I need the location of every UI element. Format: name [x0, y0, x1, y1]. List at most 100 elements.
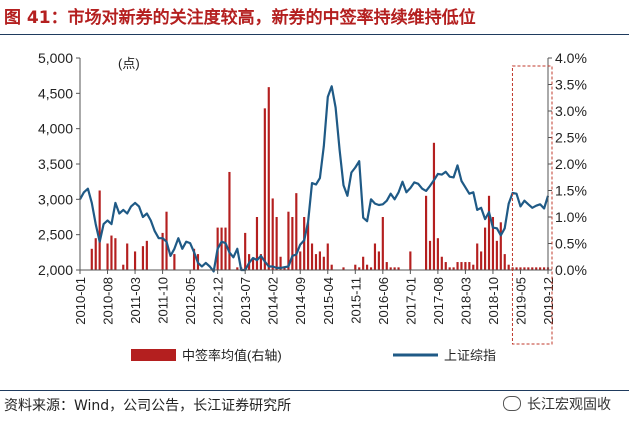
bar-2011-06 — [145, 240, 148, 270]
bar-2016-05 — [377, 251, 380, 270]
right-tick-label: 2.5% — [555, 130, 587, 146]
bar-2019-10 — [539, 267, 542, 270]
x-tick-label: 2011-10 — [156, 277, 171, 324]
bar-2010-12 — [122, 264, 125, 270]
bar-2014-03 — [275, 217, 278, 270]
bar-2019-09 — [535, 267, 538, 270]
bar-2011-03 — [133, 251, 137, 270]
bar-2013-12 — [263, 108, 266, 270]
bar-2014-05 — [283, 267, 286, 270]
x-tick-label: 2014-02 — [266, 277, 281, 325]
plot-area — [80, 58, 548, 270]
bar-2015-08 — [342, 267, 345, 270]
x-tick-label: 2011-03 — [128, 277, 143, 324]
x-tick-label: 2012-12 — [211, 277, 226, 325]
right-tick-label: 0.0% — [555, 262, 587, 278]
right-tick-label: 3.0% — [555, 103, 587, 119]
bar-2018-12 — [499, 222, 502, 270]
right-tick-label: 2.0% — [555, 156, 587, 172]
bar-2014-02 — [271, 198, 274, 270]
bar-2015-05 — [330, 264, 333, 270]
bar-2014-11 — [307, 222, 310, 270]
bar-2016-06 — [381, 217, 384, 270]
bar-2017-05 — [425, 195, 428, 270]
x-tick-label: 2013-07 — [238, 277, 253, 325]
figure-title: 图 41：市场对新券的关注度较高，新券的中签率持续维持低位 — [4, 8, 476, 28]
legend: 中签率均值(右轴) 上证综指 — [131, 348, 496, 363]
bar-2015-12 — [358, 267, 361, 270]
bar-2018-11 — [495, 240, 498, 270]
x-tick-label: 2010-01 — [73, 277, 88, 325]
bar-2016-09 — [393, 267, 396, 270]
title-divider — [0, 34, 629, 35]
bar-2013-03 — [228, 171, 231, 270]
left-axis-unit: (点) — [118, 56, 140, 71]
bar-2018-04 — [468, 262, 471, 270]
bar-2014-04 — [279, 256, 282, 270]
bar-2019-05 — [519, 267, 522, 270]
bar-2016-02 — [366, 264, 369, 270]
watermark-text: 长江宏观固收 — [527, 397, 611, 413]
bar-2010-04 — [90, 248, 93, 270]
x-tick-label: 2015-04 — [321, 277, 336, 325]
right-tick-label: 3.5% — [555, 77, 587, 93]
bar-2012-06 — [192, 248, 196, 270]
bar-2018-09 — [487, 195, 491, 270]
bar-2018-08 — [483, 227, 487, 270]
bar-2010-10 — [114, 238, 117, 270]
x-tick-label: 2018-03 — [458, 277, 473, 325]
bar-2011-05 — [141, 246, 145, 270]
x-tick-label: 2019-12 — [541, 277, 556, 325]
left-tick-label: 3,000 — [38, 191, 73, 207]
bar-2017-08 — [436, 238, 439, 270]
bar-2013-11 — [259, 254, 262, 270]
bar-2013-10 — [255, 217, 259, 270]
bar-2016-04 — [373, 243, 377, 270]
bar-2015-04 — [326, 243, 329, 270]
x-tick-label: 2010-08 — [101, 277, 116, 325]
bar-2014-07 — [291, 217, 294, 270]
bar-2019-02 — [507, 264, 510, 270]
x-tick-label: 2017-08 — [431, 277, 446, 325]
bar-2014-10 — [303, 217, 306, 270]
bar-2018-02 — [460, 262, 463, 270]
bar-2019-01 — [503, 254, 506, 270]
bar-2018-07 — [480, 251, 483, 270]
bar-2019-11 — [542, 267, 546, 270]
bar-2017-09 — [440, 256, 443, 270]
right-tick-label: 1.5% — [555, 183, 587, 199]
bar-2019-08 — [531, 267, 534, 270]
x-tick-label: 2012-05 — [183, 277, 198, 325]
x-tick-label: 2015-11 — [348, 277, 363, 324]
left-tick-label: 4,500 — [38, 85, 73, 101]
bar-2018-06 — [476, 243, 479, 270]
left-tick-label: 4,000 — [38, 121, 73, 137]
left-tick-label: 2,000 — [38, 262, 73, 278]
bar-2018-03 — [464, 262, 467, 270]
legend-bar-swatch — [131, 349, 176, 361]
bar-2019-06 — [523, 267, 526, 270]
bar-2017-07 — [432, 142, 436, 270]
bar-2017-01 — [409, 251, 412, 270]
bar-2018-01 — [456, 262, 459, 270]
bar-2010-08 — [106, 243, 109, 270]
x-tick-label: 2016-06 — [376, 277, 391, 325]
bar-2014-06 — [287, 211, 290, 270]
left-tick-label: 3,500 — [38, 156, 73, 172]
axes: 2,000 2,500 3,000 3,500 4,000 4,500 5,000 0.0% 0… — [38, 50, 587, 325]
wechat-icon — [503, 396, 521, 411]
bar-2016-07 — [385, 262, 388, 270]
x-tick-label: 2018-10 — [486, 277, 501, 325]
left-tick-label: 2,500 — [38, 227, 73, 243]
bar-2015-03 — [322, 256, 325, 270]
bar-2017-12 — [452, 267, 455, 270]
bar-2010-09 — [110, 235, 113, 270]
bar-2013-05 — [236, 267, 239, 270]
legend-bar-label: 中签率均值(右轴) — [182, 348, 282, 363]
bar-2016-03 — [369, 267, 373, 270]
bar-2017-06 — [428, 240, 432, 270]
bar-2015-11 — [354, 264, 357, 270]
right-tick-label: 4.0% — [555, 50, 587, 66]
bar-2013-09 — [251, 259, 255, 270]
bar-2017-11 — [448, 267, 451, 270]
